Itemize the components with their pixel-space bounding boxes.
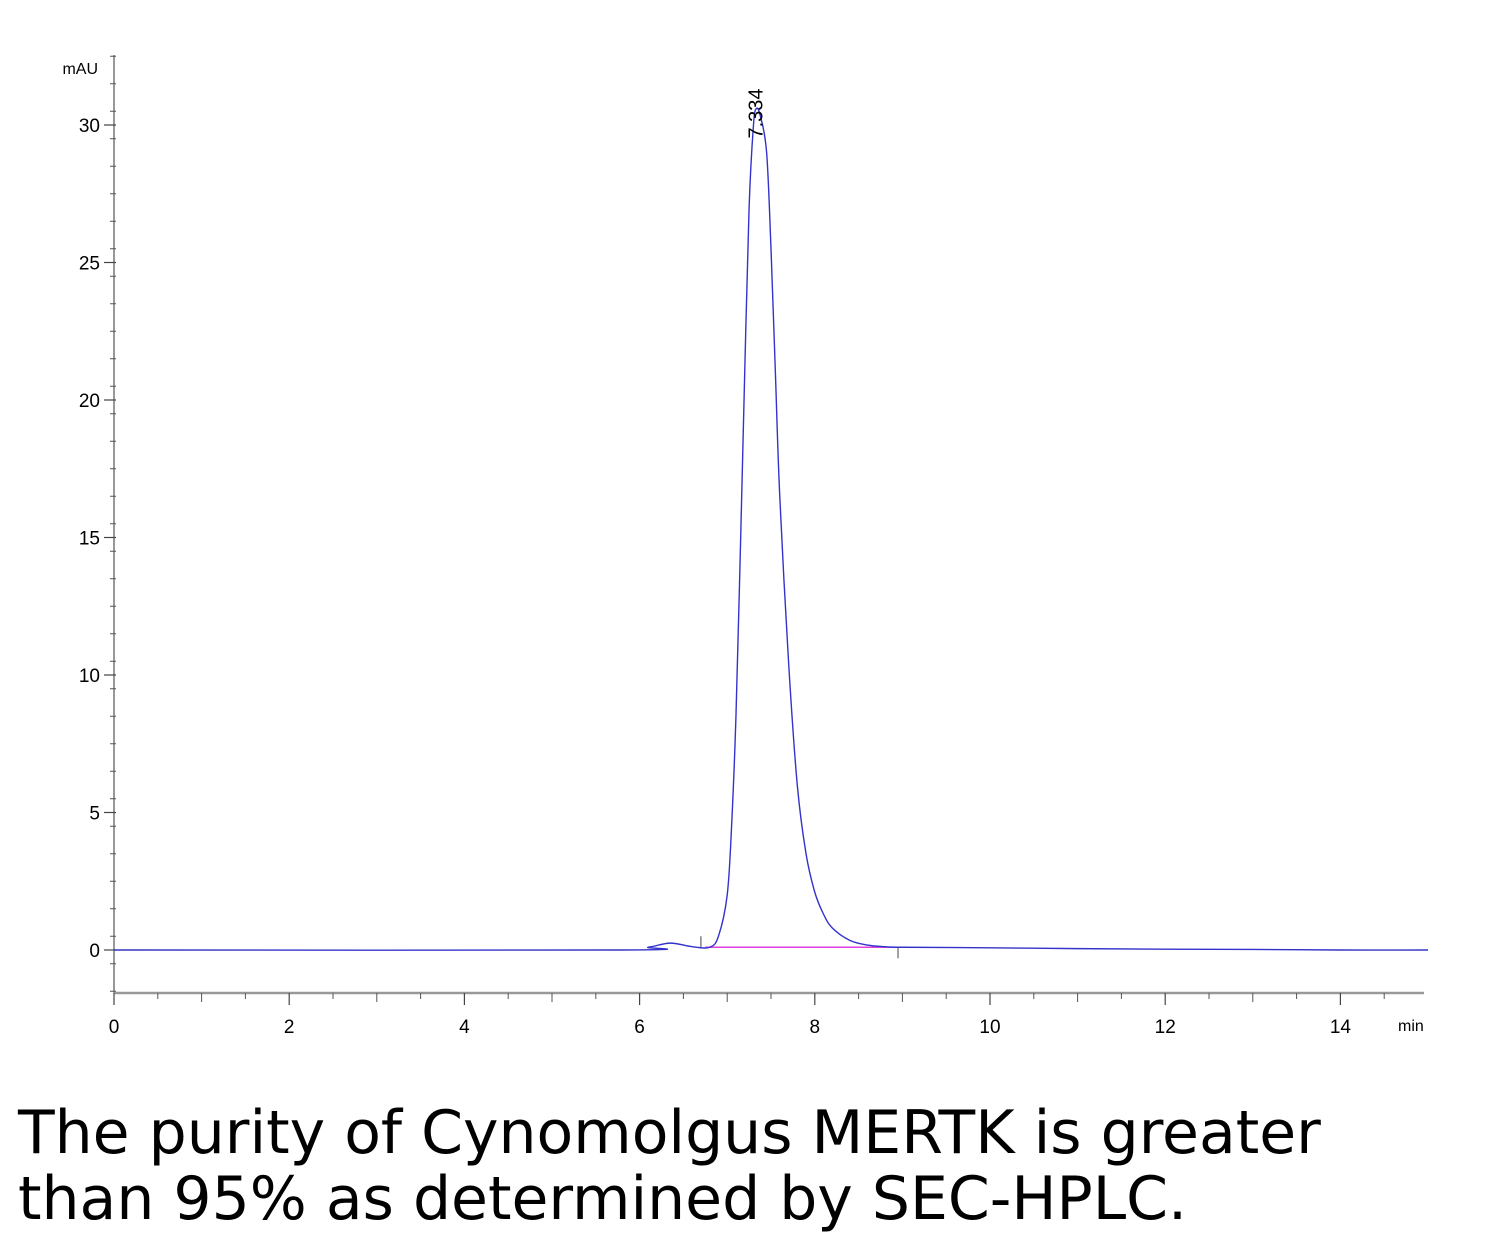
caption: The purity of Cynomolgus MERTK is greate… xyxy=(18,1100,1478,1232)
chart-svg: 0 5 10 15 20 25 30 mAU 0 2 4 6 8 10 12 14 min 7.334 xyxy=(62,55,1500,1048)
y-tick-label: 25 xyxy=(79,254,100,275)
y-tick-label: 5 xyxy=(89,804,100,825)
peak-label: 7.334 xyxy=(745,88,767,138)
x-tick-label: 14 xyxy=(1330,1017,1352,1038)
x-tick-label: 2 xyxy=(284,1017,295,1038)
x-axis-label: min xyxy=(1398,1018,1424,1035)
caption-line-1: The purity of Cynomolgus MERTK is greate… xyxy=(18,1098,1321,1168)
x-label-clip xyxy=(1425,1008,1500,1048)
x-tick-label: 0 xyxy=(109,1017,120,1038)
y-axis-label: mAU xyxy=(62,61,98,78)
x-tick-label: 12 xyxy=(1155,1017,1176,1038)
x-tick-label: 10 xyxy=(979,1017,1000,1038)
chromatogram-chart: 0 5 10 15 20 25 30 mAU 0 2 4 6 8 10 12 14 min 7.334 xyxy=(62,55,1500,1048)
chromatogram-trace xyxy=(113,107,1429,951)
y-tick-label: 30 xyxy=(79,116,100,137)
y-tick-label: 10 xyxy=(79,666,100,687)
x-tick-label: 6 xyxy=(634,1017,645,1038)
x-tick-label: 4 xyxy=(459,1017,470,1038)
y-tick-label: 15 xyxy=(79,529,100,550)
x-tick-label: 8 xyxy=(810,1017,821,1038)
y-tick-label: 20 xyxy=(79,391,100,412)
caption-line-2: than 95% as determined by SEC-HPLC. xyxy=(18,1164,1188,1234)
y-tick-label: 0 xyxy=(89,941,100,962)
